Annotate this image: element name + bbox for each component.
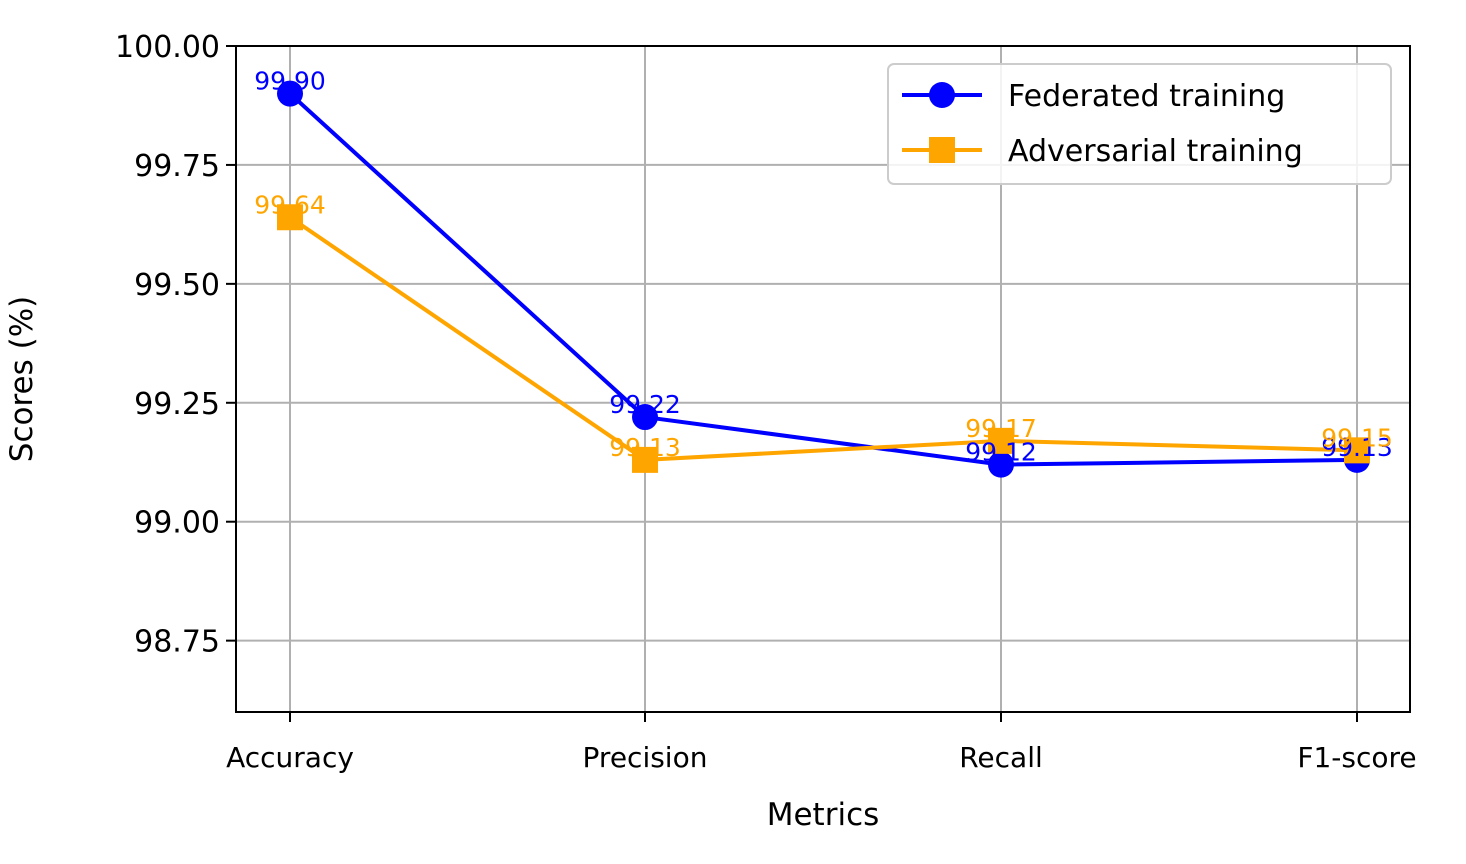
data-point — [988, 427, 1014, 454]
data-label: 99.64 — [254, 190, 326, 219]
data-point — [632, 404, 658, 431]
data-label: 99.12 — [965, 438, 1037, 467]
x-axis-ticks: Accuracy Precision Recall F1-score — [226, 712, 1417, 774]
legend-label: Adversarial training — [1008, 134, 1303, 169]
legend-marker — [929, 82, 955, 108]
series-line — [288, 92, 1358, 467]
y-tick-label: 98.75 — [134, 625, 220, 660]
data-label: 99.17 — [965, 414, 1037, 443]
data-label: 99.13 — [1321, 433, 1393, 462]
data-point — [277, 204, 303, 231]
data-label: 99.13 — [609, 433, 681, 462]
x-tick-label: F1-score — [1297, 741, 1416, 774]
y-axis-ticks: 98.75 99.00 99.25 99.50 99.75 100.00 — [115, 30, 236, 660]
data-point — [1344, 437, 1370, 464]
legend-box — [887, 63, 1392, 185]
x-tick-label: Precision — [583, 741, 708, 774]
legend-marker — [929, 137, 955, 163]
x-tick-label: Accuracy — [226, 741, 354, 774]
plot-frame — [235, 45, 1411, 713]
legend: Federated training Adversarial training — [887, 63, 1392, 185]
y-axis-label: Scores (%) — [4, 296, 40, 462]
series-markers — [277, 80, 1370, 478]
data-point — [277, 80, 303, 107]
y-tick-label: 100.00 — [115, 30, 220, 65]
series-line — [288, 215, 1358, 462]
data-label: 99.15 — [1321, 423, 1393, 452]
legend-label: Federated training — [1008, 79, 1285, 114]
y-tick-label: 99.75 — [134, 149, 220, 184]
data-label: 99.90 — [254, 67, 326, 96]
x-axis-label: Metrics — [767, 797, 880, 833]
series-lines — [288, 92, 1358, 467]
y-tick-label: 99.00 — [134, 506, 220, 541]
data-point — [988, 451, 1014, 478]
data-point — [632, 446, 658, 473]
x-tick-label: Recall — [959, 741, 1043, 774]
y-tick-label: 99.50 — [134, 268, 220, 303]
y-tick-label: 99.25 — [134, 387, 220, 422]
data-label: 99.22 — [609, 390, 681, 419]
data-labels: 99.90 99.22 99.12 99.13 99.64 99.13 99.17 99.15 — [254, 67, 1393, 467]
